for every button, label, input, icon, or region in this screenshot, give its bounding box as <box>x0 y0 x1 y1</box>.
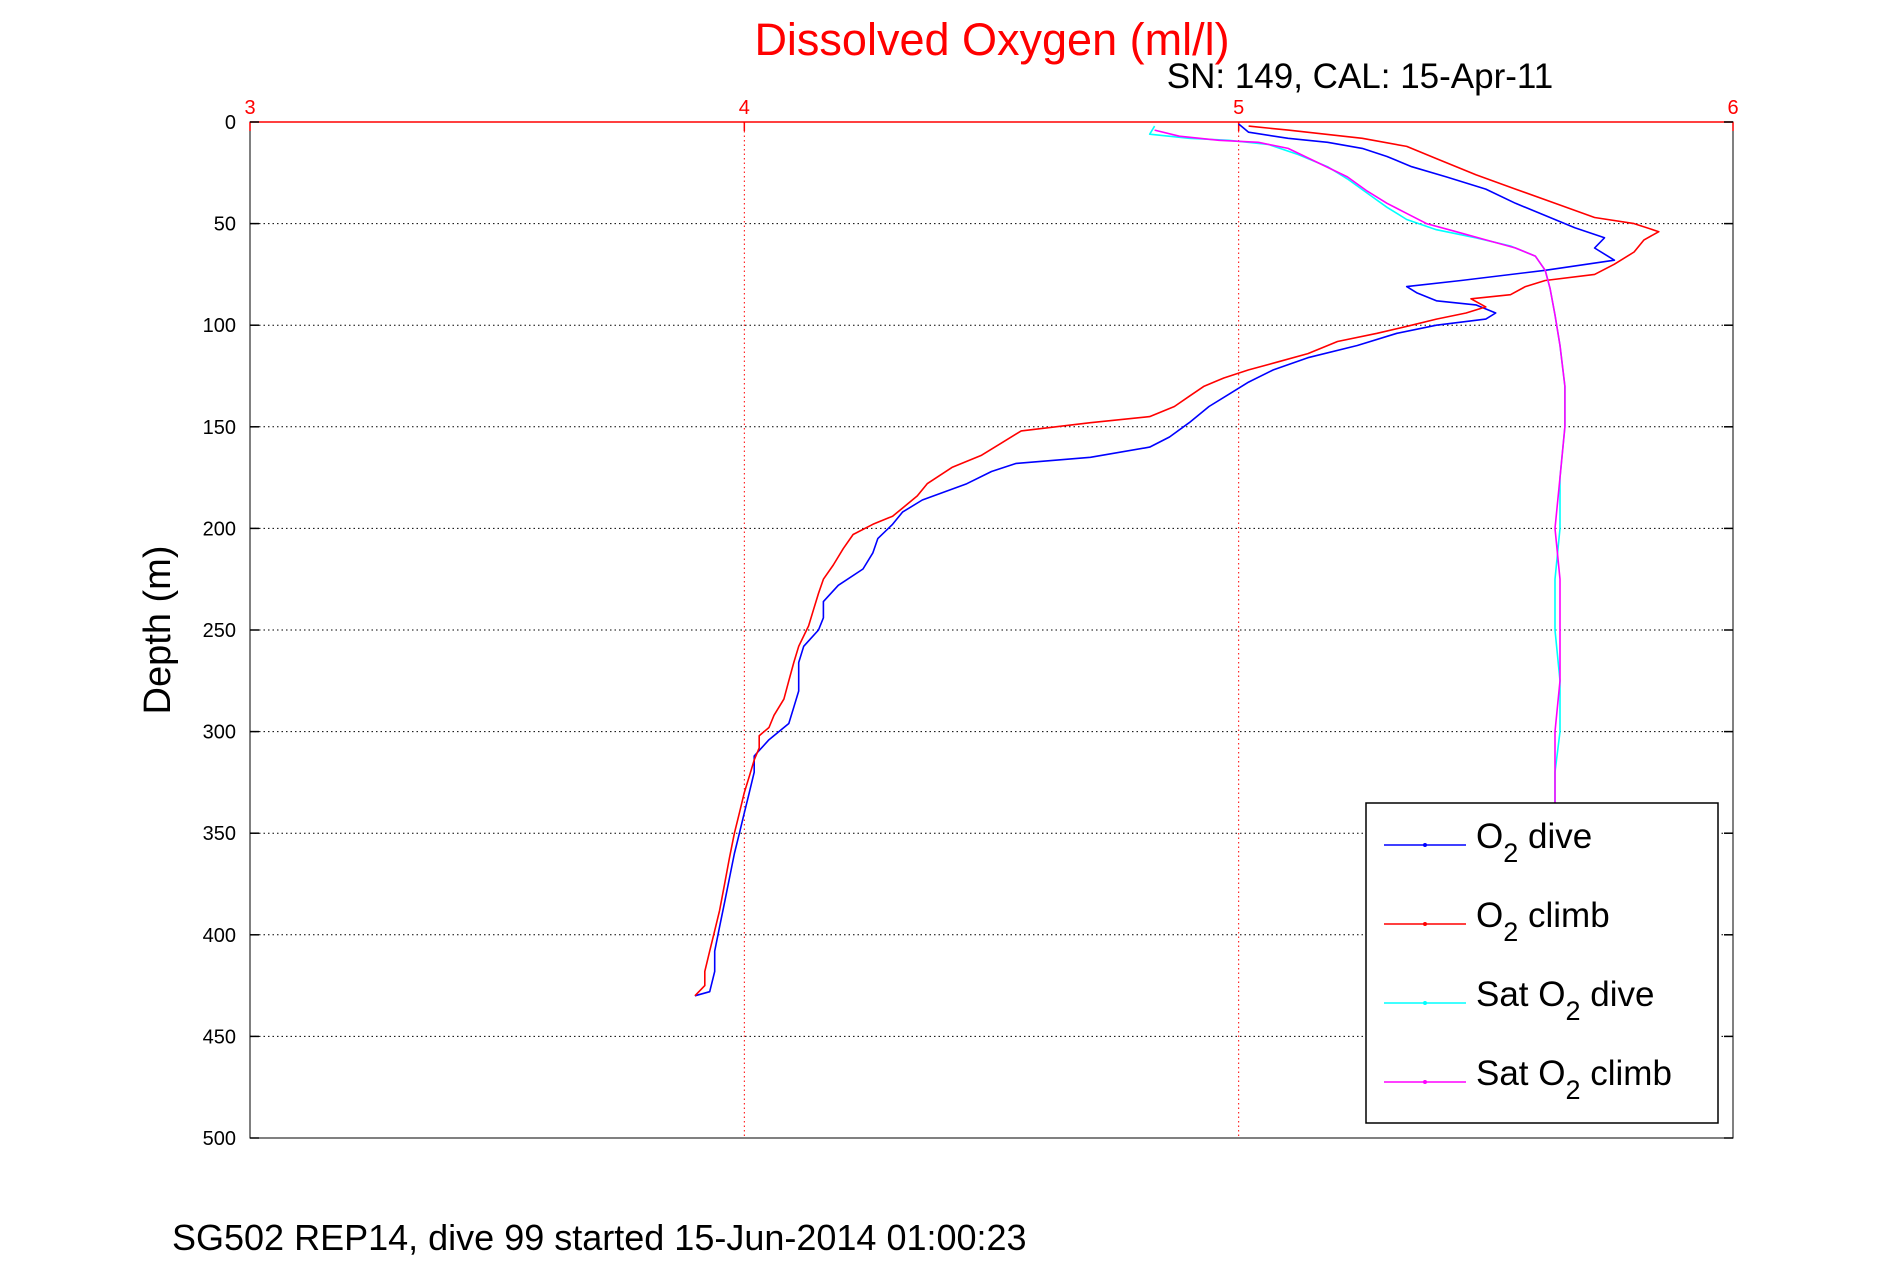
series-line-1 <box>694 125 1660 997</box>
series-line-2 <box>1148 125 1566 803</box>
x-tick-label: 4 <box>739 97 750 119</box>
series-line-3 <box>1154 129 1566 803</box>
y-tick-label: 150 <box>203 417 236 439</box>
y-tick-label: 350 <box>203 823 236 845</box>
y-tick-label: 250 <box>203 620 236 642</box>
y-tick-label: 300 <box>203 722 236 744</box>
legend-label: Sat O2 climb <box>1476 1054 1672 1105</box>
y-tick-label: 200 <box>203 518 236 540</box>
y-tick-label: 100 <box>203 315 236 337</box>
y-tick-label: 450 <box>203 1026 236 1048</box>
x-tick-label: 5 <box>1233 97 1244 119</box>
y-tick-label: 400 <box>203 925 236 947</box>
footer-caption: SG502 REP14, dive 99 started 15-Jun-2014… <box>172 1217 1027 1258</box>
legend-marker <box>1423 1080 1427 1084</box>
y-axis-label: Depth (m) <box>137 546 179 715</box>
x-tick-label: 6 <box>1727 97 1738 119</box>
legend-label: Sat O2 dive <box>1476 975 1654 1026</box>
legend-label: O2 dive <box>1476 817 1592 868</box>
legend-marker <box>1423 1001 1427 1005</box>
legend-marker <box>1423 843 1427 847</box>
legend-marker <box>1423 922 1427 926</box>
y-ticks: 0 50 100 150 200 250 300 350 400 450 500 <box>203 112 1733 1150</box>
series-line-0 <box>694 123 1616 997</box>
x-tick-label: 3 <box>244 97 255 119</box>
x-ticks: 3 4 5 6 <box>244 97 1739 131</box>
y-tick-label: 0 <box>225 112 236 134</box>
legend: O2 dive O2 climb Sat O2 dive Sat O2 climb <box>1365 802 1719 1124</box>
series-lines <box>694 123 1660 997</box>
chart-title: Dissolved Oxygen (ml/l) <box>754 14 1229 65</box>
chart-subtitle: SN: 149, CAL: 15-Apr-11 <box>1167 57 1554 96</box>
y-tick-label: 50 <box>214 214 236 236</box>
y-tick-label: 500 <box>203 1128 236 1150</box>
legend-label: O2 climb <box>1476 896 1610 947</box>
legend-box <box>1365 802 1719 1124</box>
